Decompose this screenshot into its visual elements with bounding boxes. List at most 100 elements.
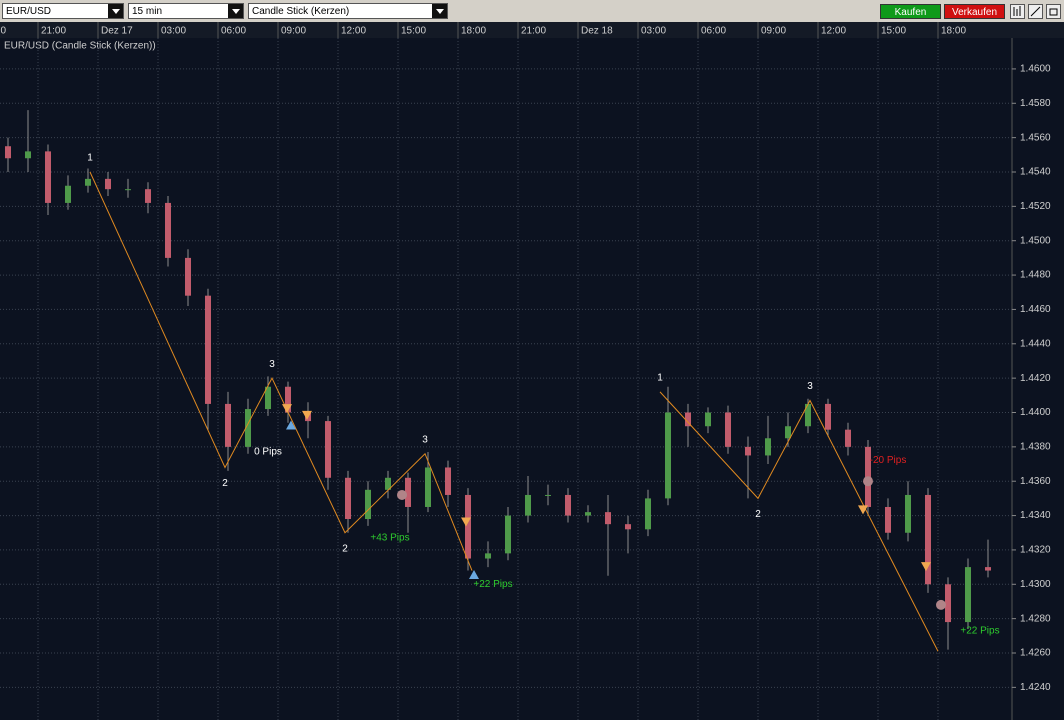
y-tick-label: 1.4520 (1020, 201, 1051, 212)
y-tick-label: 1.4540 (1020, 167, 1051, 178)
candle-body (205, 295, 211, 404)
candle-body (245, 409, 251, 447)
sell-marker (858, 505, 868, 515)
chart-title: EUR/USD (Candle Stick (Kerzen)) (4, 41, 156, 52)
y-tick-label: 1.4360 (1020, 476, 1051, 487)
candle-body (465, 494, 471, 559)
icons (1010, 4, 1061, 19)
pattern-label: 1 (657, 373, 663, 384)
candle-body (505, 515, 511, 554)
candle-body (265, 386, 271, 410)
pips-label: +22 Pips (960, 625, 999, 636)
candle-body (985, 567, 991, 571)
sell-button[interactable]: Verkaufen (944, 4, 1005, 19)
toolbar: EUR/USD 15 min Candle Stick (Kerzen) Kau… (0, 0, 1064, 23)
candle-body (165, 202, 171, 258)
sell-marker (302, 410, 312, 420)
x-tick-label: Dez 18 (581, 26, 613, 37)
y-tick-label: 1.4260 (1020, 648, 1051, 659)
y-tick-label: 1.4460 (1020, 304, 1051, 315)
buy-button[interactable]: Kaufen (880, 4, 941, 19)
x-tick-label: 18:00 (0, 26, 6, 37)
pattern-label: 1 (87, 153, 93, 164)
y-tick-label: 1.4320 (1020, 545, 1051, 556)
y-tick-label: 1.4420 (1020, 373, 1051, 384)
x-tick-label: 06:00 (221, 26, 246, 37)
candle-body (665, 412, 671, 499)
buy-marker (469, 569, 479, 579)
tool-icons[interactable] (1010, 4, 1062, 19)
x-tick-label: 15:00 (401, 26, 426, 37)
x-tick-label: 09:00 (761, 26, 786, 37)
pattern-label: 2 (342, 543, 348, 554)
time-axis-bar (0, 22, 1064, 38)
candle-body (145, 189, 151, 203)
candle-body (445, 467, 451, 495)
candle-body (625, 524, 631, 530)
chart-background (0, 22, 1064, 720)
y-tick-label: 1.4280 (1020, 613, 1051, 624)
y-tick-label: 1.4480 (1020, 270, 1051, 281)
pips-label: +43 Pips (370, 533, 409, 544)
y-tick-label: 1.4380 (1020, 441, 1051, 452)
symbol: EUR/USD (6, 6, 52, 17)
y-tick-label: 1.4580 (1020, 98, 1051, 109)
y-tick-label: 1.4240 (1020, 682, 1051, 693)
candle-body (705, 412, 711, 427)
candle-body (385, 477, 391, 490)
candle-body (345, 477, 351, 520)
candle-body (105, 178, 111, 190)
exit-marker (397, 489, 407, 500)
candle-body (725, 412, 731, 447)
candle-body (685, 412, 691, 427)
candle-body (805, 403, 811, 427)
candle-body (845, 429, 851, 447)
candle-body (25, 151, 31, 159)
pattern-label: 3 (269, 359, 275, 370)
y-tick-label: 1.4500 (1020, 235, 1051, 246)
candle-body (745, 446, 751, 456)
pips-label: 0 Pips (254, 447, 282, 458)
y-tick-label: 1.4340 (1020, 510, 1051, 521)
candle-body (605, 512, 611, 525)
x-tick-label: 12:00 (341, 26, 366, 37)
candle-body (485, 553, 491, 559)
pips-label: -20 Pips (870, 455, 907, 466)
candle-body (525, 494, 531, 516)
x-tick-label: 18:00 (941, 26, 966, 37)
interval-select[interactable]: 15 min (128, 3, 244, 19)
zigzag-line (659, 391, 939, 652)
candle-body (825, 403, 831, 430)
candle-body (885, 506, 891, 533)
pattern-label: 3 (807, 381, 813, 392)
candle-body (545, 494, 551, 496)
pattern-label: 2 (222, 478, 228, 489)
y-tick-label: 1.4400 (1020, 407, 1051, 418)
sell-marker (461, 517, 471, 527)
candle-body (85, 178, 91, 186)
chart: EUR/USD (Candle Stick (Kerzen)) 1 2 3 2 3 1 2 3… (0, 22, 1064, 720)
y-tick-label: 1.4600 (1020, 64, 1051, 75)
x-tick-label: 12:00 (821, 26, 846, 37)
sell-marker (921, 562, 931, 572)
symbol-select[interactable]: EUR/USD (2, 3, 124, 19)
plot: 1 2 3 2 3 1 2 3 0 Pips +43 Pips +22 Pips -20 Pips +2… (0, 38, 1012, 720)
candle-body (765, 438, 771, 456)
interval: 15 min (132, 6, 163, 17)
candle-body (225, 403, 231, 447)
x-tick-label: 03:00 (641, 26, 666, 37)
candle-body (565, 494, 571, 516)
x-tick-label: 06:00 (701, 26, 726, 37)
candle-body (125, 189, 131, 191)
x-tick-label: 21:00 (521, 26, 546, 37)
candle-body (925, 494, 931, 585)
x-tick-label: Dez 17 (101, 26, 133, 37)
candle-body (405, 477, 411, 507)
pattern-label: 2 (755, 509, 761, 520)
sell-marker (282, 404, 292, 414)
chart-style: Candle Stick (Kerzen) (252, 6, 350, 17)
candle-body (945, 584, 951, 623)
style-select[interactable]: Candle Stick (Kerzen) (248, 3, 448, 19)
candle-body (45, 151, 51, 203)
candle-body (365, 489, 371, 520)
